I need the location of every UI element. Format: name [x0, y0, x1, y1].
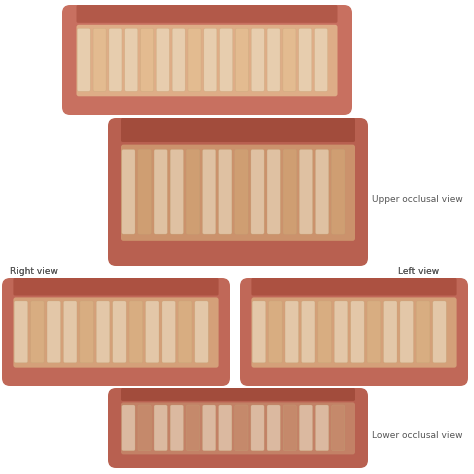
FancyBboxPatch shape [121, 118, 355, 142]
Text: Right view: Right view [10, 267, 58, 276]
Text: Lower occlusal view: Lower occlusal view [372, 430, 463, 439]
FancyBboxPatch shape [186, 149, 200, 234]
FancyBboxPatch shape [64, 301, 77, 363]
FancyBboxPatch shape [332, 149, 345, 234]
FancyBboxPatch shape [251, 405, 264, 451]
FancyBboxPatch shape [13, 278, 219, 295]
FancyBboxPatch shape [269, 301, 282, 363]
FancyBboxPatch shape [122, 149, 135, 234]
FancyBboxPatch shape [146, 301, 159, 363]
Text: Upper occlusal view: Upper occlusal view [372, 195, 463, 204]
FancyBboxPatch shape [383, 301, 397, 363]
FancyBboxPatch shape [154, 149, 167, 234]
FancyBboxPatch shape [108, 388, 368, 468]
FancyBboxPatch shape [252, 301, 266, 363]
FancyBboxPatch shape [121, 145, 355, 241]
FancyBboxPatch shape [219, 149, 232, 234]
FancyBboxPatch shape [235, 149, 248, 234]
FancyBboxPatch shape [299, 28, 312, 91]
FancyBboxPatch shape [283, 405, 296, 451]
FancyBboxPatch shape [129, 301, 143, 363]
FancyBboxPatch shape [172, 28, 185, 91]
FancyBboxPatch shape [113, 301, 126, 363]
FancyBboxPatch shape [236, 28, 248, 91]
Text: Left view: Left view [398, 267, 439, 276]
FancyBboxPatch shape [285, 301, 299, 363]
FancyBboxPatch shape [125, 28, 138, 91]
FancyBboxPatch shape [141, 28, 154, 91]
FancyBboxPatch shape [96, 301, 110, 363]
FancyBboxPatch shape [162, 301, 175, 363]
FancyBboxPatch shape [251, 149, 264, 234]
FancyBboxPatch shape [178, 301, 192, 363]
FancyBboxPatch shape [121, 402, 355, 455]
FancyBboxPatch shape [121, 388, 355, 401]
Text: Left view: Left view [398, 267, 439, 276]
FancyBboxPatch shape [433, 301, 446, 363]
FancyBboxPatch shape [316, 405, 328, 451]
FancyBboxPatch shape [47, 301, 61, 363]
FancyBboxPatch shape [219, 405, 232, 451]
FancyBboxPatch shape [251, 28, 264, 91]
FancyBboxPatch shape [315, 28, 328, 91]
FancyBboxPatch shape [334, 301, 348, 363]
FancyBboxPatch shape [170, 149, 183, 234]
FancyBboxPatch shape [283, 28, 296, 91]
FancyBboxPatch shape [13, 298, 219, 368]
FancyBboxPatch shape [62, 5, 352, 115]
FancyBboxPatch shape [351, 301, 364, 363]
FancyBboxPatch shape [267, 149, 280, 234]
FancyBboxPatch shape [416, 301, 430, 363]
FancyBboxPatch shape [301, 301, 315, 363]
FancyBboxPatch shape [240, 278, 468, 386]
FancyBboxPatch shape [14, 301, 27, 363]
FancyBboxPatch shape [267, 28, 280, 91]
FancyBboxPatch shape [122, 405, 135, 451]
FancyBboxPatch shape [367, 301, 381, 363]
FancyBboxPatch shape [76, 25, 337, 96]
FancyBboxPatch shape [186, 405, 200, 451]
FancyBboxPatch shape [299, 405, 312, 451]
Text: Right view: Right view [10, 267, 58, 276]
FancyBboxPatch shape [138, 405, 151, 451]
FancyBboxPatch shape [109, 28, 122, 91]
FancyBboxPatch shape [80, 301, 93, 363]
FancyBboxPatch shape [170, 405, 183, 451]
FancyBboxPatch shape [267, 405, 280, 451]
FancyBboxPatch shape [138, 149, 151, 234]
FancyBboxPatch shape [202, 405, 216, 451]
FancyBboxPatch shape [318, 301, 331, 363]
FancyBboxPatch shape [93, 28, 106, 91]
FancyBboxPatch shape [316, 149, 328, 234]
FancyBboxPatch shape [108, 118, 368, 266]
FancyBboxPatch shape [31, 301, 44, 363]
FancyBboxPatch shape [283, 149, 296, 234]
FancyBboxPatch shape [188, 28, 201, 91]
FancyBboxPatch shape [251, 298, 456, 368]
FancyBboxPatch shape [195, 301, 208, 363]
FancyBboxPatch shape [219, 28, 233, 91]
FancyBboxPatch shape [400, 301, 413, 363]
FancyBboxPatch shape [235, 405, 248, 451]
FancyBboxPatch shape [332, 405, 345, 451]
FancyBboxPatch shape [77, 28, 90, 91]
FancyBboxPatch shape [76, 5, 337, 23]
FancyBboxPatch shape [299, 149, 312, 234]
FancyBboxPatch shape [2, 278, 230, 386]
FancyBboxPatch shape [202, 149, 216, 234]
FancyBboxPatch shape [156, 28, 169, 91]
FancyBboxPatch shape [154, 405, 167, 451]
FancyBboxPatch shape [251, 278, 456, 295]
FancyBboxPatch shape [204, 28, 217, 91]
